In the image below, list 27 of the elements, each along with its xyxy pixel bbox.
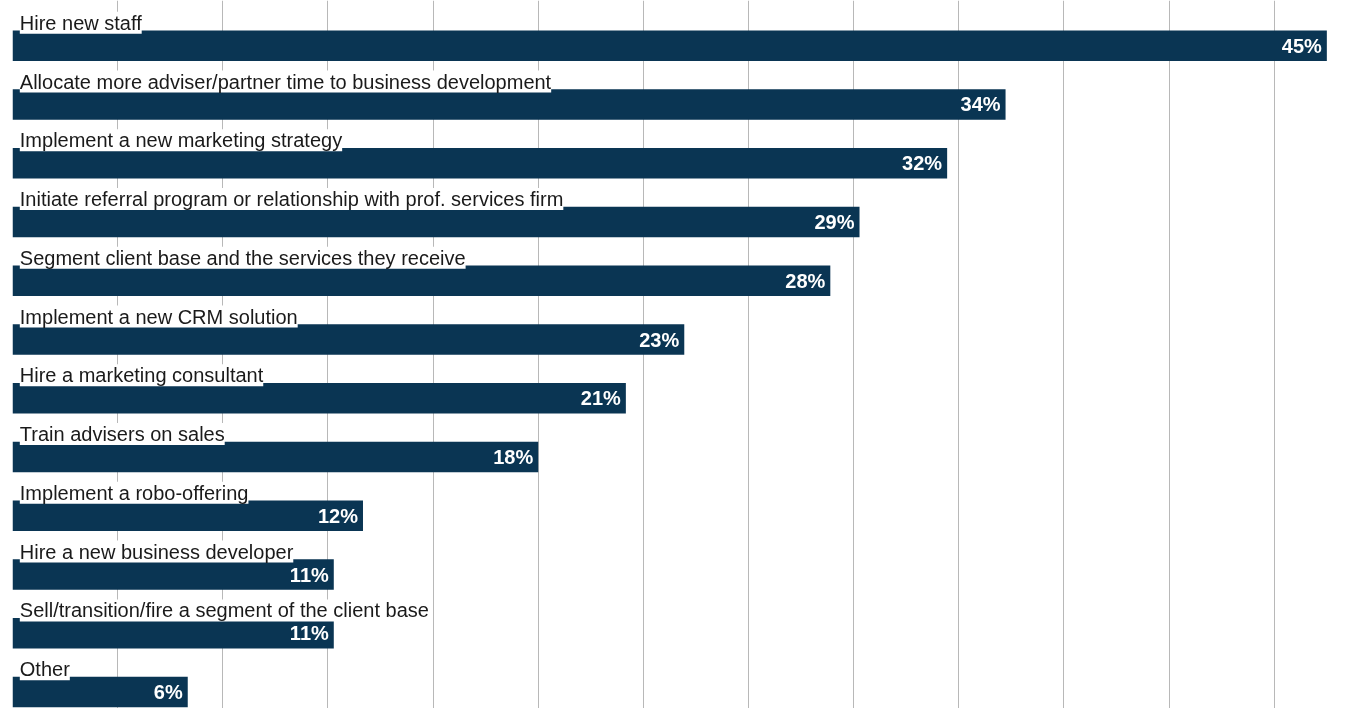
data-label: 45% — [1281, 34, 1323, 57]
y-tick-label: Implement a robo-offering — [19, 481, 249, 504]
y-tick-label: Hire a new business developer — [19, 540, 294, 563]
y-tick-label: Hire new staff — [19, 11, 143, 34]
data-label: 12% — [317, 504, 359, 527]
data-label: 11% — [289, 622, 329, 645]
y-tick-label: Allocate more adviser/partner time to business development — [19, 70, 552, 93]
data-label: 21% — [580, 387, 622, 410]
data-label: 18% — [493, 446, 534, 469]
data-label: 11% — [289, 563, 329, 586]
y-tick-label: Train advisers on sales — [19, 423, 225, 446]
y-tick-label: Sell/transition/fire a segment of the client base — [19, 599, 429, 622]
y-tick-label: Segment client base and the services they receive — [19, 246, 466, 269]
bar — [12, 676, 188, 708]
data-label: 32% — [902, 152, 943, 175]
y-tick-label: Implement a new CRM solution — [19, 305, 298, 328]
y-tick-label: Implement a new marketing strategy — [19, 129, 343, 152]
data-label: 29% — [814, 211, 855, 234]
y-tick-label: Hire a marketing consultant — [19, 364, 264, 387]
data-label: 23% — [639, 328, 680, 351]
bar — [12, 30, 1327, 62]
y-tick-label: Initiate referral program or relationship with prof. services firm — [19, 188, 564, 211]
data-label: 6% — [153, 681, 183, 704]
data-label: 34% — [960, 93, 1001, 116]
bar — [12, 441, 539, 473]
data-label: 28% — [785, 269, 826, 292]
y-tick-label: Other — [19, 658, 71, 681]
